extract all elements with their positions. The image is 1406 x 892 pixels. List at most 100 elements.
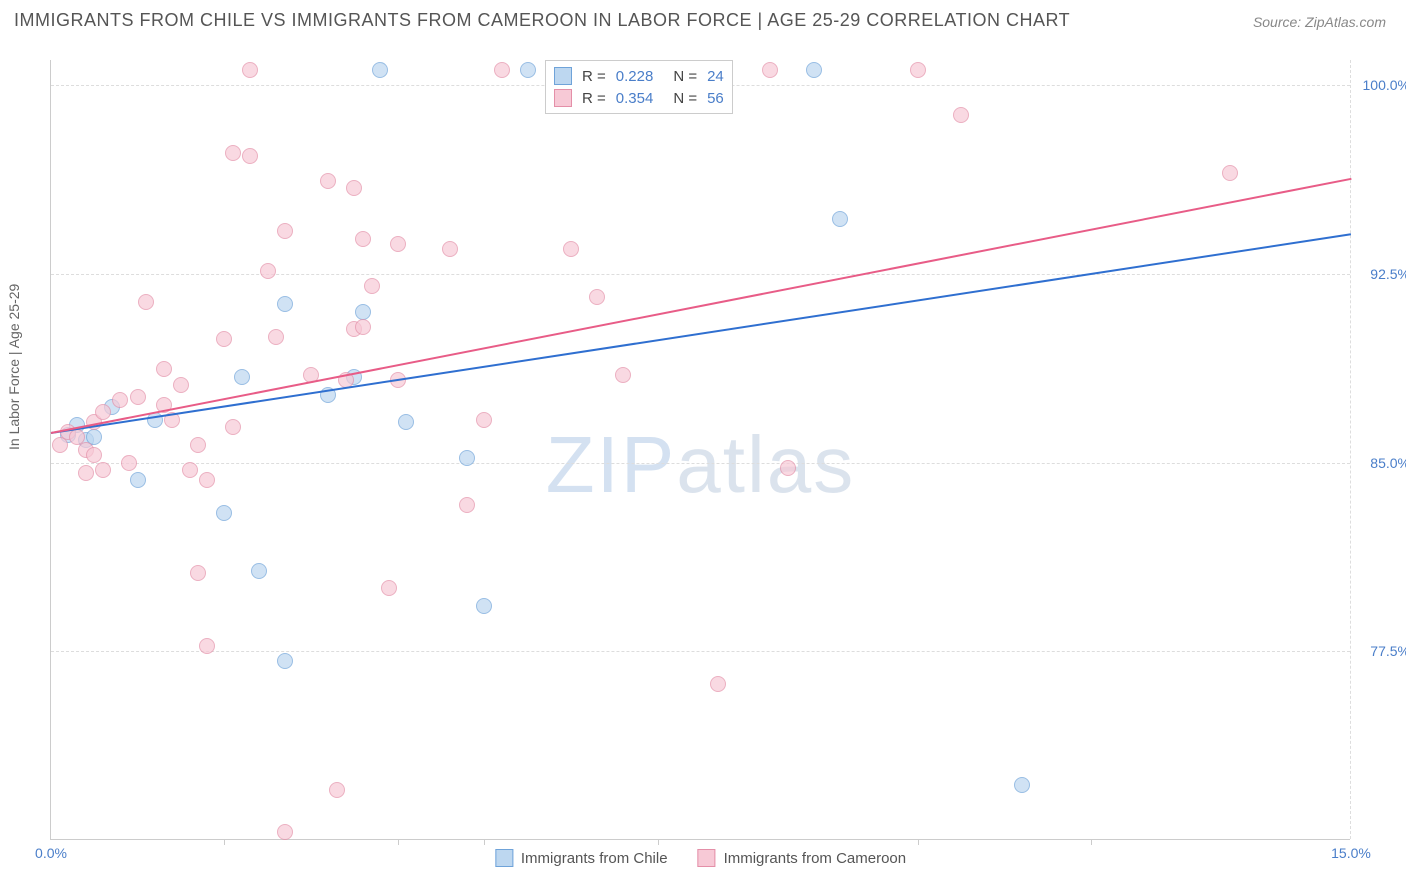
gridline-horizontal	[51, 463, 1350, 464]
legend-item: Immigrants from Cameroon	[698, 849, 907, 867]
gridline-horizontal	[51, 651, 1350, 652]
scatter-point	[216, 505, 232, 521]
scatter-point	[459, 450, 475, 466]
scatter-point	[260, 263, 276, 279]
scatter-point	[190, 565, 206, 581]
x-tick	[918, 839, 919, 845]
scatter-point	[251, 563, 267, 579]
chart-title: IMMIGRANTS FROM CHILE VS IMMIGRANTS FROM…	[14, 10, 1070, 31]
scatter-point	[381, 580, 397, 596]
x-tick	[1091, 839, 1092, 845]
scatter-point	[1014, 777, 1030, 793]
scatter-point	[95, 462, 111, 478]
scatter-point	[182, 462, 198, 478]
scatter-point	[476, 412, 492, 428]
stats-n-label: N =	[673, 90, 697, 107]
legend-label: Immigrants from Cameroon	[724, 850, 907, 867]
scatter-point	[494, 62, 510, 78]
trend-line	[51, 234, 1351, 435]
legend-swatch	[495, 849, 513, 867]
scatter-point	[710, 676, 726, 692]
stats-r-label: R =	[582, 68, 606, 85]
scatter-point	[199, 638, 215, 654]
x-tick	[658, 839, 659, 845]
stats-swatch-chile	[554, 67, 572, 85]
gridline-horizontal	[51, 274, 1350, 275]
scatter-point	[1222, 165, 1238, 181]
legend-bottom: Immigrants from Chile Immigrants from Cam…	[495, 849, 906, 867]
scatter-point	[225, 419, 241, 435]
x-tick	[484, 839, 485, 845]
plot-area: ZIPatlas 77.5%85.0%92.5%100.0%0.0%15.0% …	[50, 60, 1350, 840]
scatter-point	[372, 62, 388, 78]
scatter-point	[86, 447, 102, 463]
scatter-point	[442, 241, 458, 257]
scatter-point	[225, 145, 241, 161]
stats-n-label: N =	[673, 68, 697, 85]
x-tick-label: 0.0%	[35, 845, 67, 861]
source-attribution: Source: ZipAtlas.com	[1253, 14, 1386, 30]
scatter-point	[277, 223, 293, 239]
stats-r-value-chile: 0.228	[616, 68, 654, 85]
scatter-point	[563, 241, 579, 257]
scatter-point	[130, 472, 146, 488]
stats-r-value-cameroon: 0.354	[616, 90, 654, 107]
scatter-point	[234, 369, 250, 385]
scatter-point	[520, 62, 536, 78]
scatter-point	[615, 367, 631, 383]
scatter-point	[173, 377, 189, 393]
legend-label: Immigrants from Chile	[521, 850, 668, 867]
stats-n-value-chile: 24	[707, 68, 724, 85]
scatter-point	[910, 62, 926, 78]
stats-swatch-cameroon	[554, 89, 572, 107]
y-tick-label: 85.0%	[1355, 455, 1406, 471]
x-tick	[398, 839, 399, 845]
scatter-point	[242, 62, 258, 78]
y-tick-label: 77.5%	[1355, 643, 1406, 659]
y-tick-label: 100.0%	[1355, 77, 1406, 93]
stats-row-cameroon: R = 0.354 N = 56	[554, 87, 724, 109]
scatter-point	[216, 331, 232, 347]
scatter-point	[832, 211, 848, 227]
watermark: ZIPatlas	[546, 419, 855, 511]
scatter-point	[95, 404, 111, 420]
scatter-point	[355, 319, 371, 335]
scatter-point	[268, 329, 284, 345]
scatter-point	[398, 414, 414, 430]
watermark-part1: ZIP	[546, 420, 676, 509]
scatter-point	[121, 455, 137, 471]
scatter-point	[138, 294, 154, 310]
scatter-point	[199, 472, 215, 488]
y-axis-label: In Labor Force | Age 25-29	[6, 284, 22, 450]
x-tick	[224, 839, 225, 845]
scatter-point	[320, 173, 336, 189]
y-tick-label: 92.5%	[1355, 266, 1406, 282]
scatter-point	[355, 304, 371, 320]
watermark-part2: atlas	[676, 420, 855, 509]
stats-row-chile: R = 0.228 N = 24	[554, 65, 724, 87]
scatter-point	[329, 782, 345, 798]
legend-swatch	[698, 849, 716, 867]
scatter-point	[277, 296, 293, 312]
scatter-point	[190, 437, 206, 453]
scatter-point	[589, 289, 605, 305]
scatter-point	[78, 465, 94, 481]
scatter-point	[156, 361, 172, 377]
scatter-point	[346, 180, 362, 196]
scatter-point	[459, 497, 475, 513]
scatter-point	[476, 598, 492, 614]
scatter-point	[355, 231, 371, 247]
scatter-point	[277, 653, 293, 669]
scatter-point	[364, 278, 380, 294]
scatter-point	[953, 107, 969, 123]
stats-legend-box: R = 0.228 N = 24 R = 0.354 N = 56	[545, 60, 733, 114]
legend-item: Immigrants from Chile	[495, 849, 668, 867]
trend-line	[51, 178, 1351, 434]
scatter-point	[806, 62, 822, 78]
scatter-point	[390, 236, 406, 252]
x-tick-label: 15.0%	[1331, 845, 1371, 861]
scatter-point	[762, 62, 778, 78]
scatter-point	[112, 392, 128, 408]
scatter-point	[780, 460, 796, 476]
stats-n-value-cameroon: 56	[707, 90, 724, 107]
